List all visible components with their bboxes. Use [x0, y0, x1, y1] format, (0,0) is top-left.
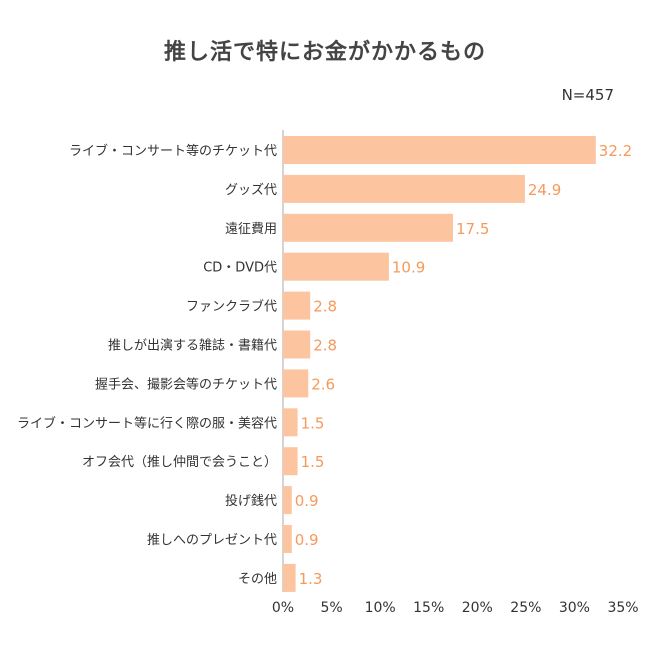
category-label: 握手会、撮影会等のチケット代 [95, 376, 277, 392]
x-tick-label: 15% [413, 600, 444, 616]
x-tick-label: 10% [365, 600, 396, 616]
category-label: 推しへのプレゼント代 [147, 533, 277, 548]
value-label: 2.8 [313, 337, 337, 355]
category-label: その他 [238, 572, 277, 587]
bar [283, 408, 298, 437]
bar [283, 486, 292, 515]
value-label: 1.3 [299, 570, 323, 588]
value-label: 0.9 [295, 531, 319, 549]
category-label: 遠征費用 [225, 222, 277, 237]
bar [283, 330, 311, 359]
sample-size-label: N=457 [561, 86, 614, 104]
category-label: グッズ代 [225, 182, 277, 198]
value-label: 1.5 [301, 453, 325, 471]
value-label: 0.9 [295, 492, 319, 510]
bar [283, 525, 292, 553]
x-tick-label: 25% [510, 600, 541, 616]
value-label: 17.5 [456, 220, 489, 238]
value-label: 2.8 [313, 298, 337, 316]
bar [283, 252, 389, 281]
bar [283, 369, 309, 398]
chart-title: 推し活で特にお金がかかるもの [163, 40, 486, 65]
x-tick-label: 30% [559, 600, 590, 616]
bar [283, 447, 298, 476]
value-label: 1.5 [301, 414, 325, 432]
category-label: ファンクラブ代 [186, 299, 277, 315]
value-label: 24.9 [528, 181, 561, 199]
value-label: 32.2 [599, 142, 632, 160]
category-label: 投げ銭代 [225, 493, 277, 509]
bar [283, 213, 453, 242]
category-label: ライブ・コンサート等に行く際の服・美容代 [17, 415, 277, 431]
category-label: CD・DVD代 [203, 261, 277, 276]
category-label: オフ会代（推し仲間で会うこと） [82, 455, 277, 470]
category-label: 推しが出演する雑誌・書籍代 [108, 338, 277, 354]
bar [283, 291, 311, 320]
bar [283, 563, 296, 592]
x-tick-label: 0% [272, 600, 294, 616]
x-tick-label: 35% [607, 600, 638, 616]
bar [283, 174, 525, 203]
value-label: 10.9 [392, 259, 425, 277]
x-tick-label: 5% [320, 600, 342, 616]
x-tick-label: 20% [462, 600, 493, 616]
bar [283, 136, 596, 164]
category-label: ライブ・コンサート等のチケット代 [69, 143, 277, 159]
value-label: 2.6 [311, 375, 335, 393]
